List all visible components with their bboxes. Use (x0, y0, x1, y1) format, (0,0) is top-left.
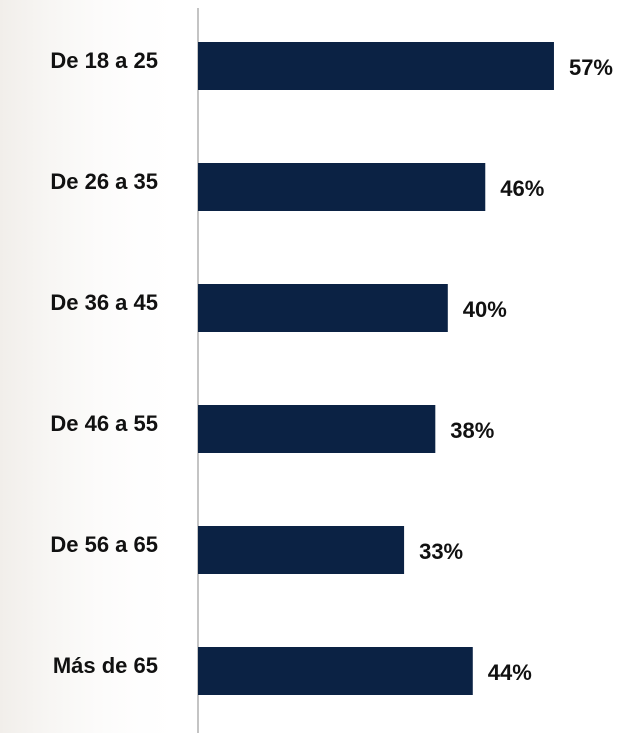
category-label: De 46 a 55 (50, 411, 158, 436)
category-label: De 56 a 65 (50, 532, 158, 557)
value-label: 33% (419, 539, 463, 564)
bar (198, 526, 405, 574)
category-label: De 36 a 45 (50, 290, 158, 315)
value-label: 46% (500, 176, 544, 201)
category-label: De 18 a 25 (50, 48, 158, 73)
bar (198, 284, 448, 332)
background-photo (0, 0, 190, 733)
bar (198, 42, 554, 90)
value-label: 57% (569, 55, 613, 80)
category-label: De 26 a 35 (50, 169, 158, 194)
value-label: 40% (463, 297, 507, 322)
bar (198, 163, 486, 211)
bar (198, 405, 436, 453)
bar (198, 647, 473, 695)
category-label: Más de 65 (53, 653, 158, 678)
value-label: 38% (450, 418, 494, 443)
value-label: 44% (488, 660, 532, 685)
